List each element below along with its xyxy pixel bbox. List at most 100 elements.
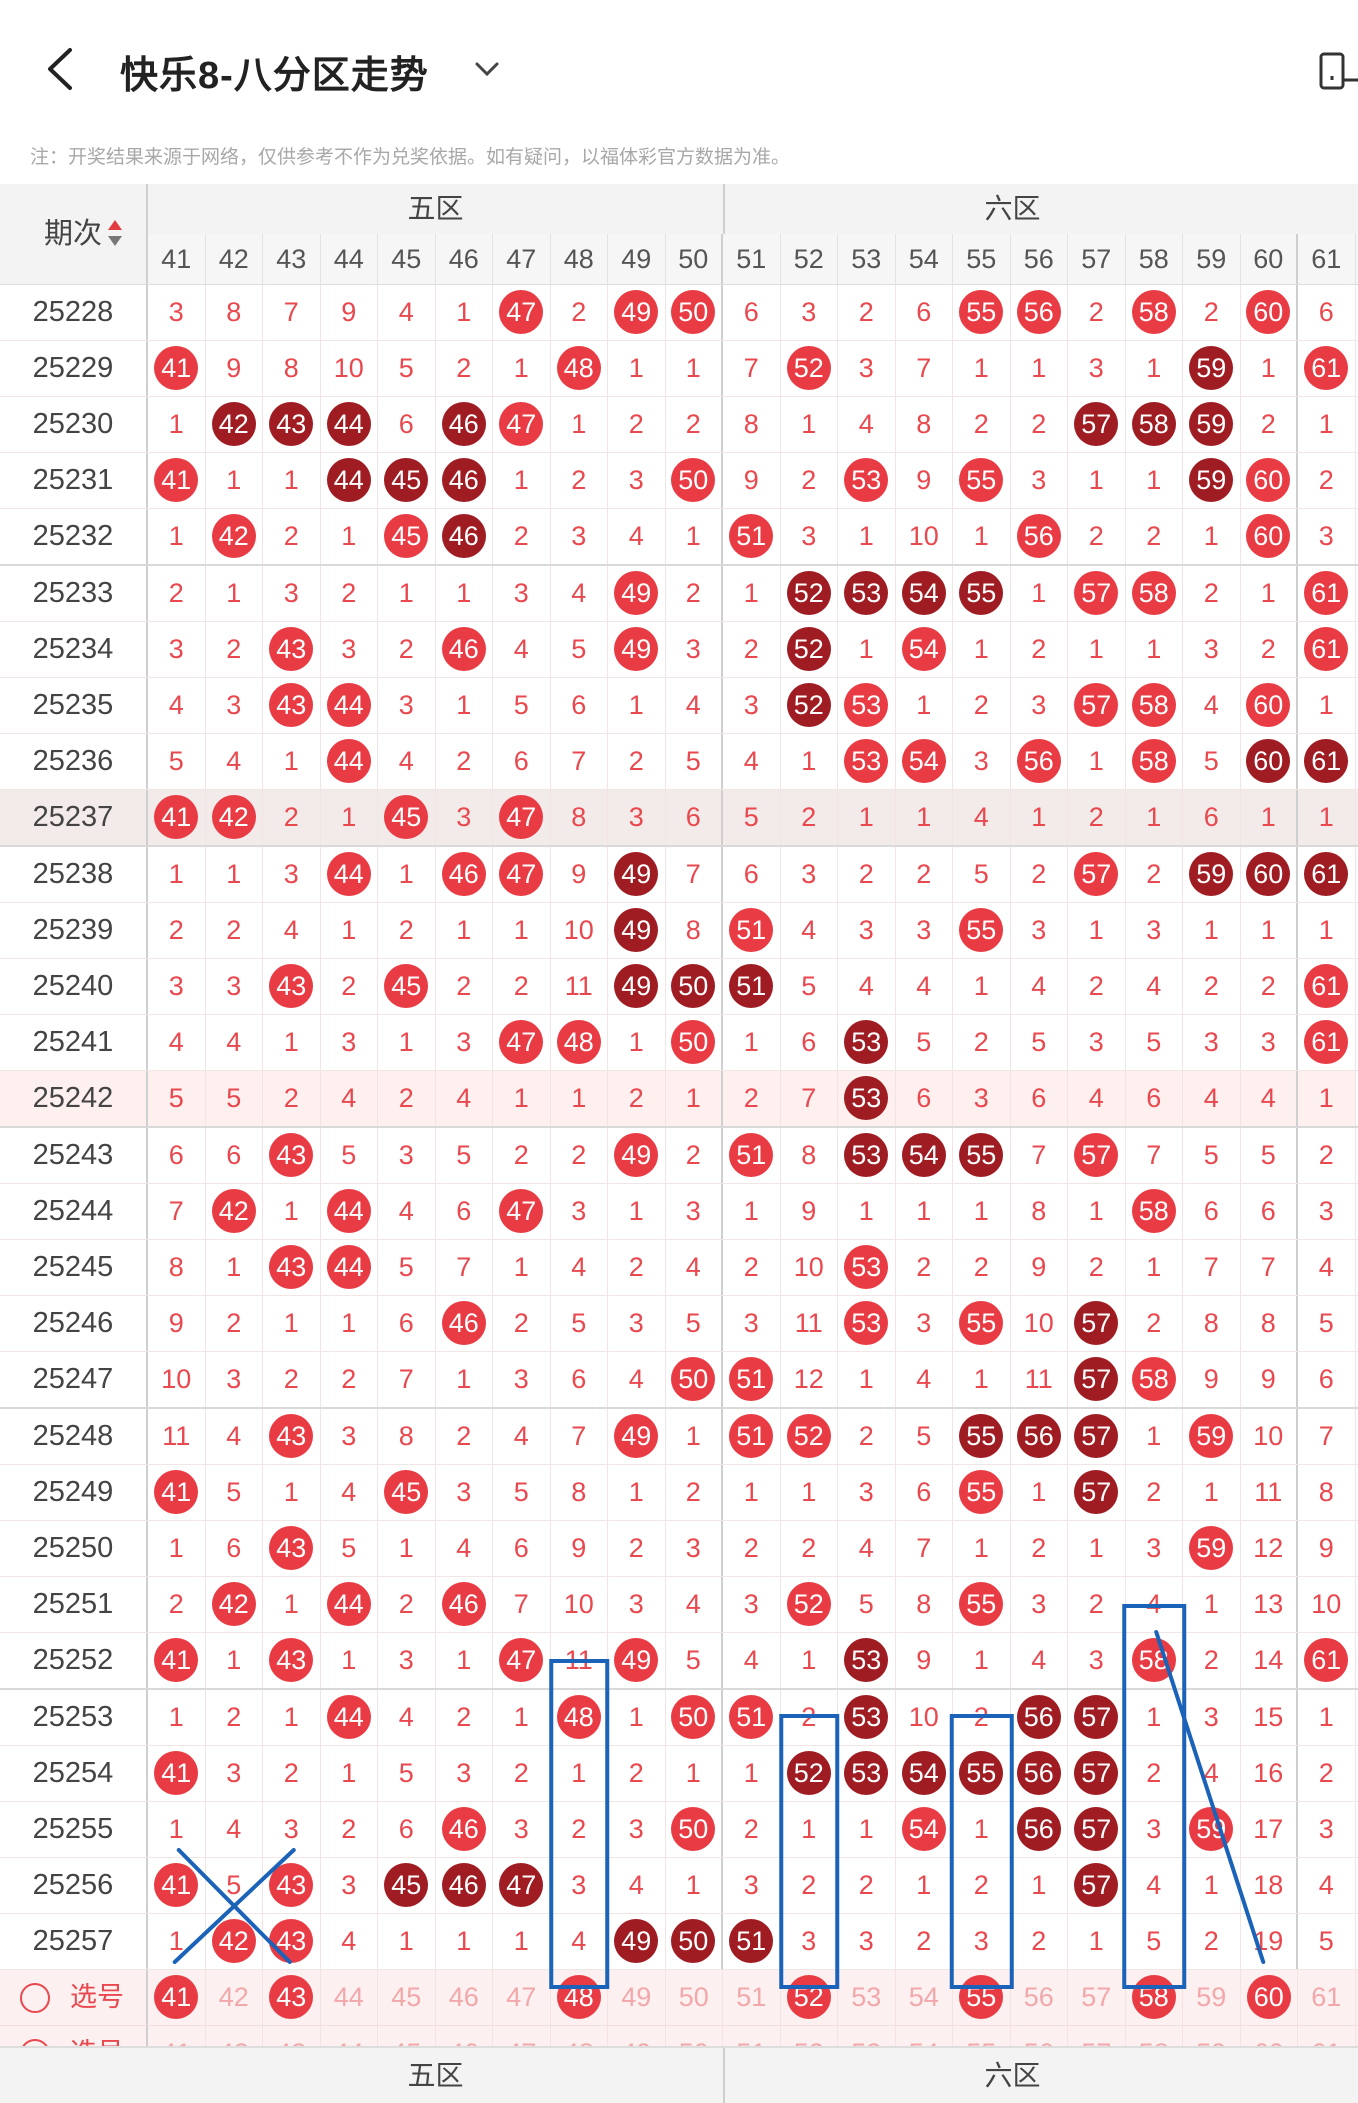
trend-cell: 3	[321, 622, 378, 677]
trend-cell: 50	[666, 1690, 723, 1745]
table-row: 25228 3 8 7 9 4 1 47 2 49 50 6 3 2 6 55 56 2 58 2 60 6	[0, 285, 1358, 341]
trend-cell: 5	[1298, 1296, 1356, 1351]
trend-cell: 3	[838, 341, 896, 396]
period-column-header[interactable]: 期次	[0, 184, 148, 284]
trend-cell: 1	[608, 341, 666, 396]
trend-cell: 1	[1068, 1914, 1126, 1969]
select-number-cell[interactable]: 56	[1011, 1970, 1068, 2025]
number-header-60: 60	[1241, 234, 1298, 284]
drawn-number-ball: 56	[1016, 1414, 1061, 1458]
trend-cell: 1	[953, 1352, 1011, 1407]
trend-cell: 3	[1126, 1802, 1183, 1857]
trend-cell: 49	[608, 622, 666, 677]
trend-cell: 1	[1241, 341, 1298, 396]
trend-cell: 3	[378, 1128, 436, 1183]
select-number-cell[interactable]: 46	[436, 1970, 493, 2025]
period-cell: 25246	[0, 1296, 148, 1351]
drawn-number-ball: 49	[614, 1638, 659, 1682]
drawn-number-ball: 47	[499, 1638, 544, 1682]
select-number-cell[interactable]: 60	[1241, 1970, 1298, 2025]
radio-circle-icon[interactable]	[20, 1983, 50, 2013]
trend-cell: 2	[1011, 847, 1068, 902]
phone-toggle-icon[interactable]	[1318, 50, 1358, 94]
trend-cell: 2	[1183, 1633, 1241, 1688]
select-number-cell[interactable]: 57	[1068, 1970, 1126, 2025]
trend-cell: 1	[436, 285, 493, 340]
trend-cell: 13	[1241, 1577, 1298, 1632]
trend-cell: 1	[1240, 790, 1298, 845]
trend-cell: 5	[378, 341, 436, 396]
select-number-cell[interactable]: 51	[723, 1970, 781, 2025]
period-cell: 25256	[0, 1858, 148, 1913]
number-header-44: 44	[321, 234, 378, 284]
drawn-number-ball: 61	[1304, 1638, 1349, 1682]
drawn-number-ball: 58	[1131, 402, 1176, 446]
trend-cell: 3	[321, 1409, 378, 1464]
trend-cell: 3	[436, 1015, 493, 1070]
trend-cell: 52	[781, 678, 838, 733]
select-number-cell[interactable]: 54	[896, 1970, 953, 2025]
trend-cell: 1	[723, 1015, 781, 1070]
trend-cell: 2	[148, 903, 206, 958]
trend-cell: 6	[895, 1071, 953, 1126]
number-header-54: 54	[896, 234, 953, 284]
trend-cell: 4	[608, 509, 666, 564]
drawn-number-ball: 44	[326, 1695, 371, 1739]
drawn-number-ball: 43	[269, 1245, 314, 1289]
drawn-number-ball: 55	[959, 571, 1004, 615]
trend-cell: 3	[896, 903, 953, 958]
back-arrow-icon[interactable]	[40, 46, 80, 92]
chevron-down-icon[interactable]	[472, 54, 502, 84]
trend-cell: 43	[263, 397, 321, 452]
page-title[interactable]: 快乐8-八分区走势	[120, 55, 429, 97]
trend-cell: 41	[148, 341, 206, 396]
trend-cell: 1	[321, 903, 378, 958]
selected-number-ball[interactable]: 60	[1246, 1975, 1291, 2019]
select-number-cell[interactable]: 52	[781, 1970, 838, 2025]
select-number-cell[interactable]: 41	[148, 1970, 206, 2025]
select-row-label[interactable]: 选号	[0, 1970, 148, 2025]
select-number-cell[interactable]: 45	[378, 1970, 436, 2025]
trend-cell: 4	[1011, 959, 1068, 1014]
trend-cell: 1	[608, 1015, 666, 1070]
drawn-number-ball: 45	[384, 964, 429, 1008]
select-number-cell[interactable]: 53	[838, 1970, 896, 2025]
select-number-cell[interactable]: 61	[1298, 1970, 1356, 2025]
select-number-cell[interactable]: 44	[321, 1970, 378, 2025]
selected-number-ball[interactable]: 41	[154, 1975, 199, 2019]
number-header-59: 59	[1183, 234, 1241, 284]
drawn-number-ball: 57	[1074, 1301, 1119, 1345]
period-cell: 25250	[0, 1521, 148, 1576]
selected-number-ball[interactable]: 52	[786, 1975, 831, 2019]
select-number-cell[interactable]: 47	[493, 1970, 551, 2025]
select-number-cell[interactable]: 50	[666, 1970, 723, 2025]
selected-number-ball[interactable]: 58	[1131, 1975, 1176, 2019]
select-number-cell[interactable]: 58	[1126, 1970, 1183, 2025]
trend-cell: 2	[1126, 1465, 1183, 1520]
trend-cell: 58	[1126, 1184, 1183, 1239]
table-row: 25243 6 6 43 5 3 5 2 2 49 2 51 8 53 54 55 7 57 7 5 5 2	[0, 1128, 1358, 1184]
trend-cell: 1	[148, 397, 206, 452]
select-number-cell[interactable]: 55	[953, 1970, 1011, 2025]
select-number-cell[interactable]: 48	[551, 1970, 608, 2025]
number-header-57: 57	[1068, 234, 1126, 284]
table-row: 25233 2 1 3 2 1 1 3 4 49 2 1 52 53 54 55 1 57 58 2 1 61	[0, 566, 1358, 622]
number-header-46: 46	[436, 234, 493, 284]
selected-number-ball[interactable]: 55	[959, 1975, 1004, 2019]
trend-cell: 8	[1298, 1465, 1356, 1520]
trend-cell: 51	[723, 1352, 781, 1407]
trend-cell: 3	[206, 959, 263, 1014]
trend-cell: 1	[378, 847, 436, 902]
selected-number-ball[interactable]: 48	[556, 1975, 601, 2019]
trend-cell: 1	[666, 1746, 723, 1801]
selected-number-ball[interactable]: 43	[269, 1975, 314, 2019]
trend-cell: 3	[148, 285, 206, 340]
trend-cell: 1	[838, 1802, 896, 1857]
select-number-cell[interactable]: 43	[263, 1970, 321, 2025]
select-number-cell[interactable]: 42	[206, 1970, 263, 2025]
select-number-cell[interactable]: 59	[1183, 1970, 1241, 2025]
drawn-number-ball: 50	[671, 458, 716, 502]
app-header: 快乐8-八分区走势	[0, 0, 1358, 140]
select-number-cell[interactable]: 49	[608, 1970, 666, 2025]
number-header-row: 41 42 43 44 45 46 47 48 49 50 51 52 53 54 55 56 57 58 59 60…	[0, 234, 1358, 285]
